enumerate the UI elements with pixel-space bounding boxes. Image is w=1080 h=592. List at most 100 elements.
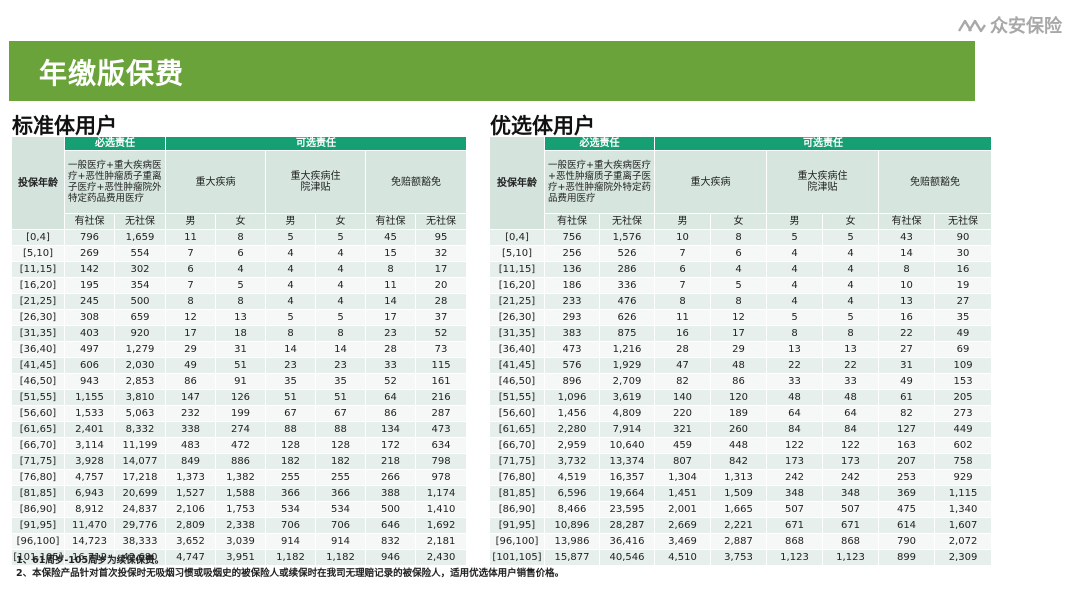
premium-cell: 2,309 bbox=[933, 549, 993, 566]
age-cell: [16,20] bbox=[11, 277, 65, 294]
premium-cell: 4 bbox=[265, 261, 316, 278]
table-row: [101,105] 15,877 40,546 4,510 3,753 1,123 1,12… bbox=[489, 549, 993, 566]
premium-cell: 73 bbox=[414, 341, 468, 358]
premium-cell: 920 bbox=[114, 325, 166, 342]
premium-cell: 173 bbox=[822, 453, 879, 470]
required-header: 必选责任 bbox=[64, 136, 166, 151]
table-row: [0,4] 756 1,576 10 8 5 5 43 90 bbox=[489, 229, 993, 246]
premium-cell: 606 bbox=[64, 357, 115, 374]
premium-cell: 2,221 bbox=[710, 517, 767, 534]
premium-cell: 8 bbox=[766, 325, 823, 342]
col-no-ss: 无社保 bbox=[599, 213, 655, 230]
premium-cell: 366 bbox=[265, 485, 316, 502]
premium-cell: 5,063 bbox=[114, 405, 166, 422]
table-row: [31,35] 403 920 17 18 8 8 23 52 bbox=[11, 325, 468, 342]
premium-cell: 706 bbox=[315, 517, 366, 534]
preferred-table-body: [0,4] 756 1,576 10 8 5 5 43 90 [5,10] 256 526 7 6 4 4 14… bbox=[489, 229, 993, 566]
premium-cell: 2,669 bbox=[654, 517, 711, 534]
premium-cell: 8 bbox=[365, 261, 416, 278]
standard-premium-table: 投保年龄 必选责任 可选责任 一般医疗+重大疾病医疗+恶性肿瘤质子重离子医疗+恶… bbox=[11, 136, 468, 566]
premium-cell: 4 bbox=[766, 293, 823, 310]
premium-cell: 4 bbox=[822, 261, 879, 278]
premium-cell: 51 bbox=[315, 389, 366, 406]
premium-cell: 90 bbox=[933, 229, 993, 246]
age-cell: [91,95] bbox=[11, 517, 65, 534]
premium-cell: 128 bbox=[315, 437, 366, 454]
premium-cell: 28 bbox=[414, 293, 468, 310]
premium-cell: 6,943 bbox=[64, 485, 115, 502]
premium-cell: 195 bbox=[64, 277, 115, 294]
premium-cell: 302 bbox=[114, 261, 166, 278]
premium-cell: 14,723 bbox=[64, 533, 115, 550]
premium-cell: 37 bbox=[414, 309, 468, 326]
premium-cell: 8 bbox=[710, 293, 767, 310]
premium-cell: 4 bbox=[766, 261, 823, 278]
premium-cell: 403 bbox=[64, 325, 115, 342]
premium-cell: 17 bbox=[165, 325, 216, 342]
premium-cell: 8,332 bbox=[114, 421, 166, 438]
table-row: [71,75] 3,732 13,374 807 842 173 173 207 758 bbox=[489, 453, 993, 470]
premium-cell: 1,279 bbox=[114, 341, 166, 358]
premium-cell: 914 bbox=[315, 533, 366, 550]
premium-cell: 554 bbox=[114, 245, 166, 262]
table-row: [36,40] 473 1,216 28 29 13 13 27 69 bbox=[489, 341, 993, 358]
premium-cell: 526 bbox=[599, 245, 655, 262]
age-header: 投保年龄 bbox=[11, 136, 65, 230]
age-cell: [16,20] bbox=[489, 277, 545, 294]
premium-cell: 8 bbox=[315, 325, 366, 342]
critical-illness-header: 重大疾病 bbox=[654, 150, 767, 214]
premium-cell: 475 bbox=[878, 501, 935, 518]
premium-cell: 35 bbox=[315, 373, 366, 390]
premium-cell: 4 bbox=[315, 293, 366, 310]
premium-cell: 1,216 bbox=[599, 341, 655, 358]
premium-cell: 807 bbox=[654, 453, 711, 470]
premium-cell: 115 bbox=[414, 357, 468, 374]
premium-cell: 473 bbox=[544, 341, 600, 358]
premium-cell: 274 bbox=[215, 421, 266, 438]
premium-cell: 3,928 bbox=[64, 453, 115, 470]
premium-cell: 8 bbox=[215, 229, 266, 246]
premium-cell: 448 bbox=[710, 437, 767, 454]
premium-cell: 48 bbox=[766, 389, 823, 406]
premium-cell: 67 bbox=[265, 405, 316, 422]
premium-cell: 64 bbox=[822, 405, 879, 422]
table-row: [66,70] 2,959 10,640 459 448 122 122 163 602 bbox=[489, 437, 993, 454]
premium-cell: 10 bbox=[878, 277, 935, 294]
footnotes: 1、61周岁-105周岁为续保保费。 2、本保险产品针对首次投保时无吸烟习惯或吸… bbox=[16, 554, 564, 580]
premium-cell: 3,810 bbox=[114, 389, 166, 406]
title-banner: 年缴版保费 bbox=[9, 41, 975, 101]
premium-cell: 5 bbox=[766, 309, 823, 326]
premium-cell: 31 bbox=[215, 341, 266, 358]
premium-cell: 35 bbox=[933, 309, 993, 326]
premium-cell: 3,951 bbox=[215, 549, 266, 566]
age-cell: [41,45] bbox=[11, 357, 65, 374]
premium-cell: 15 bbox=[365, 245, 416, 262]
premium-cell: 8 bbox=[165, 293, 216, 310]
premium-cell: 476 bbox=[599, 293, 655, 310]
premium-cell: 61 bbox=[878, 389, 935, 406]
age-cell: [91,95] bbox=[489, 517, 545, 534]
premium-cell: 1,665 bbox=[710, 501, 767, 518]
premium-cell: 49 bbox=[165, 357, 216, 374]
premium-cell: 13 bbox=[766, 341, 823, 358]
premium-cell: 646 bbox=[365, 517, 416, 534]
premium-cell: 497 bbox=[64, 341, 115, 358]
age-cell: [31,35] bbox=[11, 325, 65, 342]
premium-cell: 5 bbox=[822, 309, 879, 326]
table-row: [56,60] 1,533 5,063 232 199 67 67 86 287 bbox=[11, 405, 468, 422]
premium-cell: 1,456 bbox=[544, 405, 600, 422]
col-no-ss: 无社保 bbox=[414, 213, 468, 230]
premium-cell: 14 bbox=[315, 341, 366, 358]
premium-cell: 82 bbox=[878, 405, 935, 422]
preferred-premium-table: 投保年龄 必选责任 可选责任 一般医疗+重大疾病医疗+恶性肿瘤质子重离子医疗+恶… bbox=[489, 136, 993, 566]
premium-cell: 308 bbox=[64, 309, 115, 326]
table-row: [66,70] 3,114 11,199 483 472 128 128 172 634 bbox=[11, 437, 468, 454]
premium-cell: 4 bbox=[315, 261, 366, 278]
table-row: [96,100] 13,986 36,416 3,469 2,887 868 868 790 2… bbox=[489, 533, 993, 550]
premium-cell: 233 bbox=[544, 293, 600, 310]
premium-cell: 32 bbox=[414, 245, 468, 262]
premium-cell: 13,986 bbox=[544, 533, 600, 550]
premium-cell: 868 bbox=[822, 533, 879, 550]
premium-cell: 153 bbox=[933, 373, 993, 390]
premium-cell: 22 bbox=[878, 325, 935, 342]
